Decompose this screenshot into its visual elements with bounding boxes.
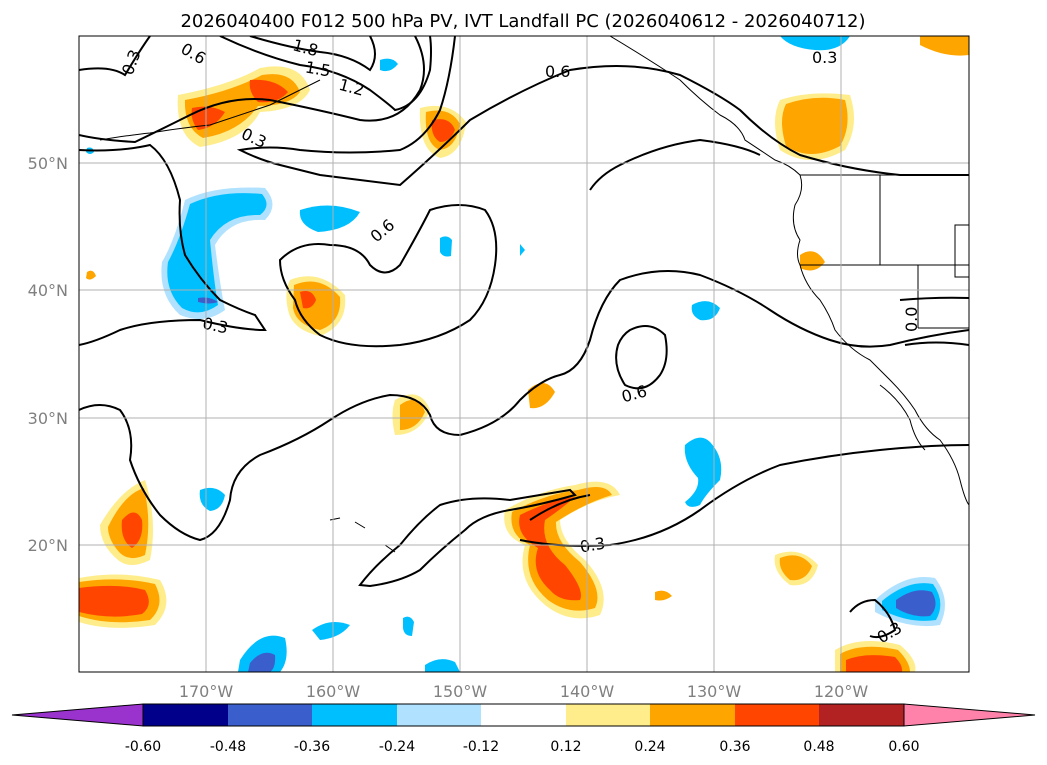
pv-negative-blob [520,244,525,256]
pv-contours [79,36,969,639]
pv-negative-blob [691,301,720,321]
pv-negative-blob [299,205,360,232]
pv-negative-blob [780,36,850,51]
chart-title: 2026040400 F012 500 hPa PV, IVT Landfall… [180,11,865,32]
contour-line [849,598,897,639]
pv-negative-blob [167,193,267,313]
contour-line [219,36,432,112]
colorbar-tick-label: 0.60 [888,739,919,755]
pv-positive-blob [846,655,903,672]
pv-positive-blob [431,119,455,142]
coastlines [99,36,969,553]
pv-negative-blob [684,437,722,507]
contour-line [79,270,969,542]
contour-line [236,36,969,187]
contour-line [249,36,376,72]
pv-positive-blob [86,270,96,280]
aleutian-islands [99,79,321,141]
colorbar-tick-label: 0.24 [634,739,665,755]
pv-negative-blob [440,236,452,257]
colorbar-segment [312,704,397,726]
contour-line [79,36,151,77]
colorbar-segment [228,704,312,726]
pv-positive-blob [249,79,288,103]
lon-label: 140°W [560,682,615,701]
pv-positive-blob [782,97,848,154]
negative-anomaly-fill [86,36,945,672]
pv-positive-blob [300,291,316,309]
lon-label: 150°W [433,682,488,701]
colorbar-tick-label: -0.24 [379,739,415,755]
pv-negative-blob [198,297,218,304]
contour-line [589,138,761,191]
pv-positive-blob [79,585,149,617]
map-frame [78,35,970,673]
lon-label: 130°W [687,682,742,701]
colorbar-extend-max [903,703,1036,727]
lat-label: 30°N [28,409,68,428]
north-america-coast [609,36,969,506]
lon-label: 160°W [306,682,361,701]
colorbar-segment [650,704,735,726]
lat-label: 50°N [28,154,68,173]
pv-positive-blob [920,36,969,56]
colorbar-segment [735,704,819,726]
contour-line [529,494,591,521]
pv-positive-blob [519,497,581,601]
baja-peninsula [879,384,926,451]
contour-label: 0.3 [201,314,230,338]
colorbar-segment [397,704,481,726]
colorbar-tick-label: -0.12 [463,739,499,755]
positive-anomaly-fill [79,36,969,672]
pv-negative-blob [380,58,398,72]
contour-line [615,325,668,390]
pv-positive-blob [191,106,225,130]
pv-positive-blob [779,555,812,581]
pv-negative-blob [312,621,350,640]
gridlines [79,36,969,672]
lon-label: 170°W [179,682,234,701]
colorbar-tick-label: 0.48 [803,739,834,755]
pv-negative-blob [896,590,936,617]
colorbar-tick-label: 0.36 [719,739,750,755]
colorbar-segment [566,704,650,726]
pv-negative-blob [403,616,414,636]
lat-label: 40°N [28,281,68,300]
contour-label: 1.5 [304,57,332,80]
pv-positive-blob [528,382,555,409]
contour-line [79,36,425,144]
colorbar-segment [143,704,228,726]
contour-line [899,296,969,301]
contour-line [278,204,498,348]
colorbar-tick-label: 0.12 [550,739,581,755]
pv-positive-blob [400,399,425,430]
latitude-labels: 50°N 40°N 30°N 20°N [28,154,68,555]
pv-negative-blob [248,652,276,672]
contour-line [904,341,969,346]
lon-label: 120°W [814,682,869,701]
contour-label: 0.0 [902,307,921,332]
contour-label: 0.3 [812,48,837,67]
colorbar: -0.60 -0.48 -0.36 -0.24 -0.12 0.12 0.24 … [11,703,1036,755]
colorbar-tick-label: -0.48 [210,739,246,755]
colorbar-segment [819,704,904,726]
pv-positive-blob [121,512,143,548]
us-state-borders [800,174,969,329]
lat-label: 20°N [28,536,68,555]
longitude-labels: 170°W 160°W 150°W 140°W 130°W 120°W [179,682,869,701]
colorbar-extend-min [11,703,144,727]
colorbar-tick-label: -0.60 [125,739,161,755]
pv-positive-blob [655,590,672,601]
pv-negative-blob [425,659,460,672]
colorbar-frame [142,703,905,727]
colorbar-segment [481,704,566,726]
map-area: 0.3 0.6 1.8 1.5 1.2 0.3 0.6 0.3 0.6 0.3 … [79,36,969,672]
contour-line [358,488,577,588]
colorbar-tick-label: -0.36 [294,739,330,755]
contour-label: 0.6 [545,62,570,81]
pv-positive-blob [800,251,825,271]
contour-line [79,143,267,346]
